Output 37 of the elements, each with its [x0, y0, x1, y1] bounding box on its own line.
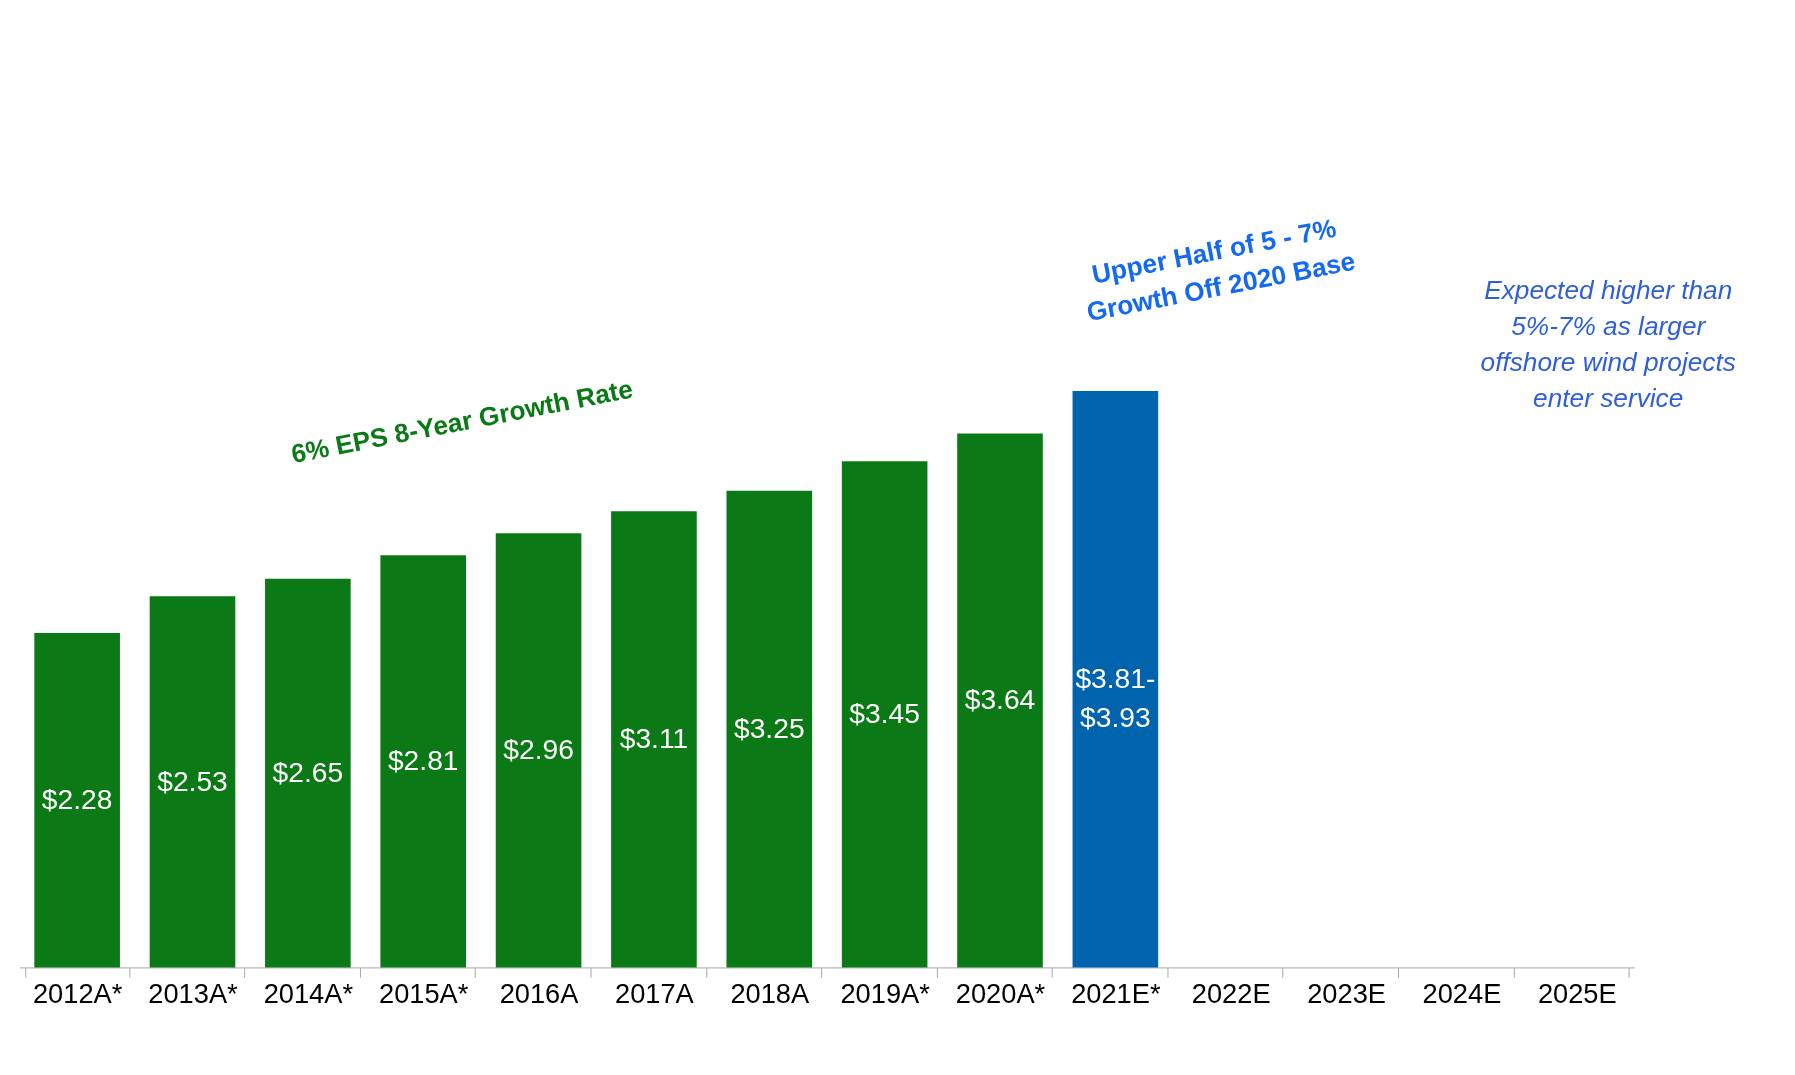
data-label: $2.96: [503, 733, 574, 766]
annotation: Expected higher than 5%-7% as larger offshore wind projects enter service: [1480, 275, 1736, 414]
x-tick-label: 2018A: [730, 977, 810, 1009]
bar: [957, 433, 1043, 968]
data-label: $2.65: [272, 755, 344, 788]
data-label: $2.53: [157, 764, 228, 797]
x-tick-label: 2013A*: [148, 977, 239, 1009]
x-tick-label: 2016A: [499, 977, 580, 1009]
data-label: $3.64: [964, 683, 1036, 716]
x-tick-label: 2017A: [615, 977, 695, 1009]
data-label: $3.25: [734, 711, 805, 744]
x-tick-label: 2014A*: [263, 977, 354, 1009]
bar: [841, 461, 928, 968]
x-tick-label: 2024E: [1422, 977, 1502, 1009]
x-tick-label: 2019A*: [840, 977, 931, 1009]
bar: [495, 533, 582, 968]
text: Upper Half of 5 - 7% Growth Off 2020 Base: [1084, 212, 1358, 328]
x-tick-label: 2025E: [1537, 977, 1617, 1009]
bar: [1072, 390, 1159, 968]
bar: [265, 578, 351, 968]
data-label: $2.28: [41, 782, 113, 815]
data-label: $3.45: [849, 697, 920, 730]
bar: [34, 632, 120, 968]
x-tick-label: 2012A*: [32, 977, 123, 1009]
bar: [380, 555, 467, 968]
annotation: 6% EPS 8-Year Growth Rate: [288, 373, 636, 470]
x-tick-label: 2022E: [1191, 977, 1271, 1009]
x-tick-label: 2023E: [1307, 977, 1386, 1009]
x-tick-label: 2021E*: [1071, 977, 1161, 1009]
x-tick-label: 2020A*: [955, 977, 1046, 1009]
data-label: $3.11: [619, 722, 689, 755]
bar: [611, 511, 697, 968]
data-label: $3.81- $3.93: [1075, 661, 1156, 733]
data-label: $2.81: [387, 744, 459, 777]
x-tick-label: 2015A*: [379, 977, 469, 1009]
bar: [149, 596, 236, 968]
bar: [726, 490, 813, 968]
